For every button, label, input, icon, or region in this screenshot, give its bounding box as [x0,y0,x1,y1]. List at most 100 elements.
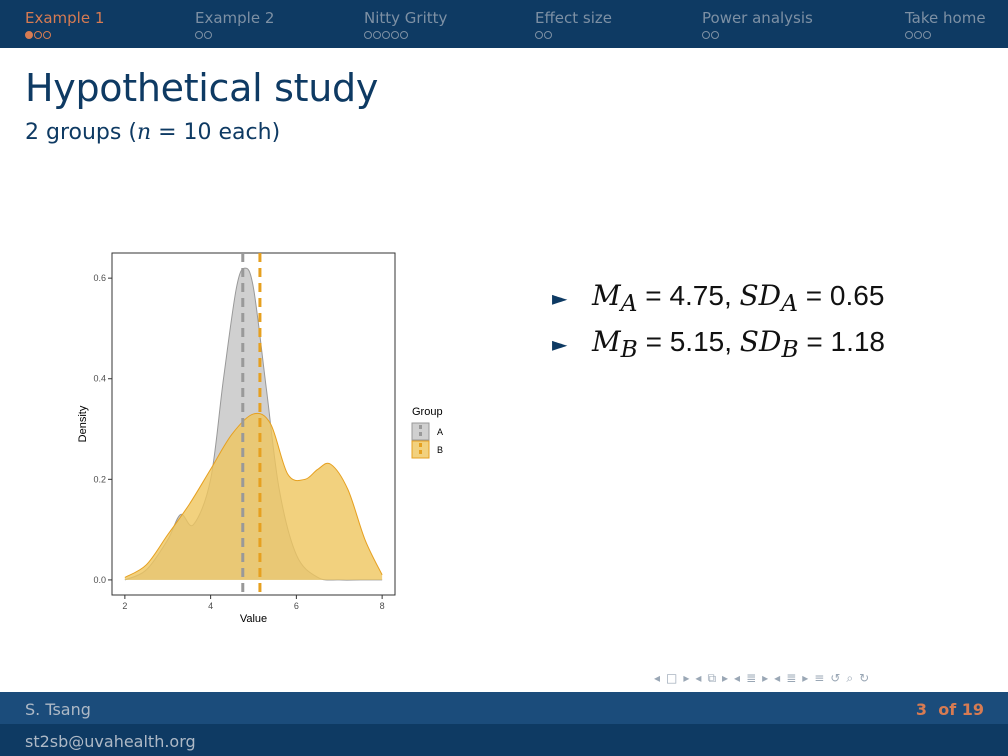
beamer-nav-icon[interactable]: ▸ [802,671,809,685]
beamer-nav-icon[interactable]: ▸ [722,671,729,685]
legend-label: A [437,427,443,437]
beamer-nav-icon[interactable]: ▸ [762,671,769,685]
x-tick-label: 8 [380,601,385,611]
nav-section-dots [25,31,104,41]
nav-frame-dot[interactable] [702,31,710,39]
beamer-nav-icon[interactable]: ↻ [859,671,870,685]
mean-value: = 4.75, [637,279,740,311]
beamer-nav-icon[interactable]: ≡ [814,671,825,685]
sd-subscript: A [781,289,798,318]
nav-frame-dot[interactable] [391,31,399,39]
nav-section-label: Take home [905,9,986,27]
nav-frame-dot[interactable] [364,31,372,39]
nav-section-example-2[interactable]: Example 2 [195,9,274,41]
statistics-list: ► MA = 4.75, SDA = 0.65 ► MB = 5.15, SDB… [552,275,885,367]
sd-subscript: B [781,335,799,364]
nav-frame-dot[interactable] [25,31,33,39]
nav-section-label: Effect size [535,9,613,27]
bullet-group-a: ► MA = 4.75, SDA = 0.65 [552,275,885,321]
beamer-nav-icon[interactable]: ◂ [774,671,781,685]
beamer-navigation-symbols: ◂ □ ▸ ◂ ⧉ ▸ ◂ ≣ ▸ ◂ ≣ ▸ ≡ ↺ ⌕ ↻ [654,668,869,688]
nav-frame-dot[interactable] [195,31,203,39]
sd-value: = 1.18 [798,325,885,357]
legend-label: B [437,445,443,455]
nav-section-dots [905,31,986,41]
nav-frame-dot[interactable] [535,31,543,39]
nav-section-dots [535,31,612,41]
nav-frame-dot[interactable] [43,31,51,39]
y-tick-label: 0.0 [93,575,106,585]
nav-section-label: Power analysis [702,9,813,27]
sd-symbol: SD [739,278,782,312]
nav-frame-dot[interactable] [34,31,42,39]
nav-section-take-home[interactable]: Take home [905,9,986,41]
mean-subscript: A [620,289,638,318]
density-line-b [124,412,383,578]
bullet-triangle-icon: ► [552,332,568,356]
x-axis-label: Value [240,613,267,625]
density-chart: 0.0 0.2 0.4 0.6 2 4 6 8 Value Density Group AB [77,252,443,625]
x-tick-label: 4 [208,601,213,611]
nav-frame-dot[interactable] [914,31,922,39]
beamer-nav-icon[interactable]: ◂ [734,671,741,685]
page-number: 3 of 19 [916,700,984,719]
mean-subscript: B [620,335,638,364]
group-b-stats: MB = 5.15, SDB = 1.18 [592,325,885,364]
nav-section-dots [702,31,813,41]
frame-subtitle: 2 groups (n = 10 each) [25,120,280,145]
frame-title: Hypothetical study [25,66,379,110]
mean-value: = 5.15, [637,325,740,357]
subtitle-n: n [136,120,152,145]
nav-section-nitty-gritty[interactable]: Nitty Gritty [364,9,447,41]
nav-frame-dot[interactable] [923,31,931,39]
author-name: S. Tsang [25,700,91,719]
nav-frame-dot[interactable] [544,31,552,39]
y-tick-label: 0.2 [93,474,106,484]
legend-key-b [411,440,430,459]
nav-section-dots [195,31,274,41]
page-total: of 19 [938,700,984,719]
nav-section-example-1[interactable]: Example 1 [25,9,104,41]
y-tick-label: 0.6 [93,273,106,283]
sd-symbol: SD [739,324,782,358]
beamer-nav-icon[interactable]: ⧉ [707,670,717,685]
mean-symbol: M [592,278,621,312]
beamer-nav-icon[interactable]: ◂ [695,671,702,685]
sd-value: = 0.65 [798,279,885,311]
group-a-stats: MA = 4.75, SDA = 0.65 [592,279,884,318]
beamer-nav-icon[interactable]: ≣ [746,671,757,685]
footer-author-bar: S. Tsang 3 of 19 [0,692,1008,724]
nav-frame-dot[interactable] [400,31,408,39]
nav-frame-dot[interactable] [382,31,390,39]
subtitle-suffix: = 10 each) [151,120,281,145]
nav-frame-dot[interactable] [373,31,381,39]
y-tick-label: 0.4 [93,374,106,384]
y-axis-label: Density [77,405,89,442]
beamer-nav-icon[interactable]: ⌕ [846,670,854,685]
x-tick-label: 2 [122,601,127,611]
nav-section-power-analysis[interactable]: Power analysis [702,9,813,41]
beamer-nav-icon[interactable]: ≣ [786,671,797,685]
nav-section-dots [364,31,447,41]
page-current: 3 [915,700,928,719]
nav-frame-dot[interactable] [711,31,719,39]
density-area-b [124,413,383,580]
beamer-nav-icon[interactable]: ↺ [830,671,841,685]
nav-section-label: Nitty Gritty [364,9,448,27]
nav-frame-dot[interactable] [204,31,212,39]
nav-frame-dot[interactable] [905,31,913,39]
bullet-group-b: ► MB = 5.15, SDB = 1.18 [552,321,885,367]
bullet-triangle-icon: ► [552,286,568,310]
x-tick-label: 6 [294,601,299,611]
section-navigation: Example 1 Example 2 Nitty Gritty Effect … [0,0,1008,48]
subtitle-prefix: 2 groups ( [25,120,137,145]
beamer-nav-icon[interactable]: ▸ [683,671,690,685]
nav-section-label: Example 2 [195,9,275,27]
footer-email-bar: st2sb@uvahealth.org [0,724,1008,756]
legend-key-a [411,422,430,441]
nav-section-effect-size[interactable]: Effect size [535,9,612,41]
beamer-nav-icon[interactable]: ◂ [654,671,661,685]
author-email: st2sb@uvahealth.org [25,732,196,751]
legend-title: Group [412,406,443,418]
beamer-nav-icon[interactable]: □ [666,671,678,685]
